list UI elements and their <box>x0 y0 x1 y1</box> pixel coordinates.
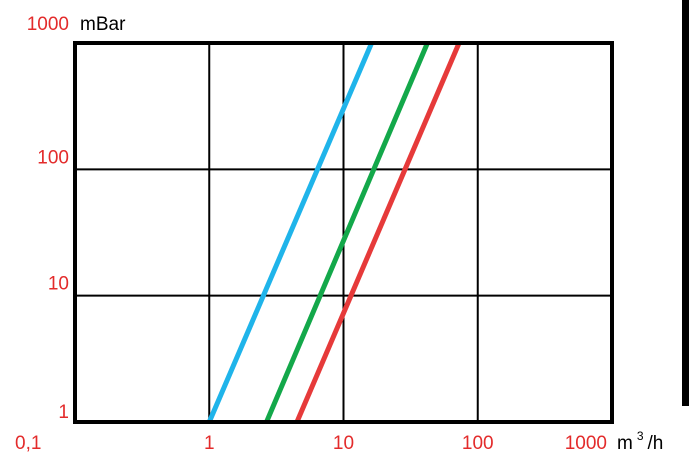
x-axis-unit-main: m <box>617 433 633 454</box>
plot-frame <box>73 41 614 424</box>
y-tick-label: 100 <box>37 147 69 168</box>
x-axis-unit-label: m 3 /h <box>617 427 663 454</box>
x-axis-unit-superscript: 3 <box>637 429 644 443</box>
series-line-3 <box>294 42 462 423</box>
x-tick-label: 10 <box>333 433 354 454</box>
x-tick-label: 0,1 <box>15 433 41 454</box>
series-line-1 <box>206 42 374 423</box>
y-axis-unit-label: mBar <box>80 14 126 35</box>
y-tick-labels: 1 10 100 1000 <box>27 14 69 423</box>
x-tick-label: 1000 <box>565 433 607 454</box>
x-tick-label: 1 <box>204 433 215 454</box>
series-layer <box>206 42 462 423</box>
grid <box>74 42 613 423</box>
y-tick-label: 10 <box>48 274 69 295</box>
y-tick-label: 1000 <box>27 14 69 35</box>
y-tick-label: 1 <box>58 402 69 423</box>
right-edge-bar <box>682 0 689 406</box>
x-axis-unit-tail: /h <box>648 433 664 454</box>
x-tick-labels: 0,1 1 10 100 1000 <box>15 433 607 454</box>
series-line-2 <box>264 42 430 423</box>
x-tick-label: 100 <box>462 433 494 454</box>
